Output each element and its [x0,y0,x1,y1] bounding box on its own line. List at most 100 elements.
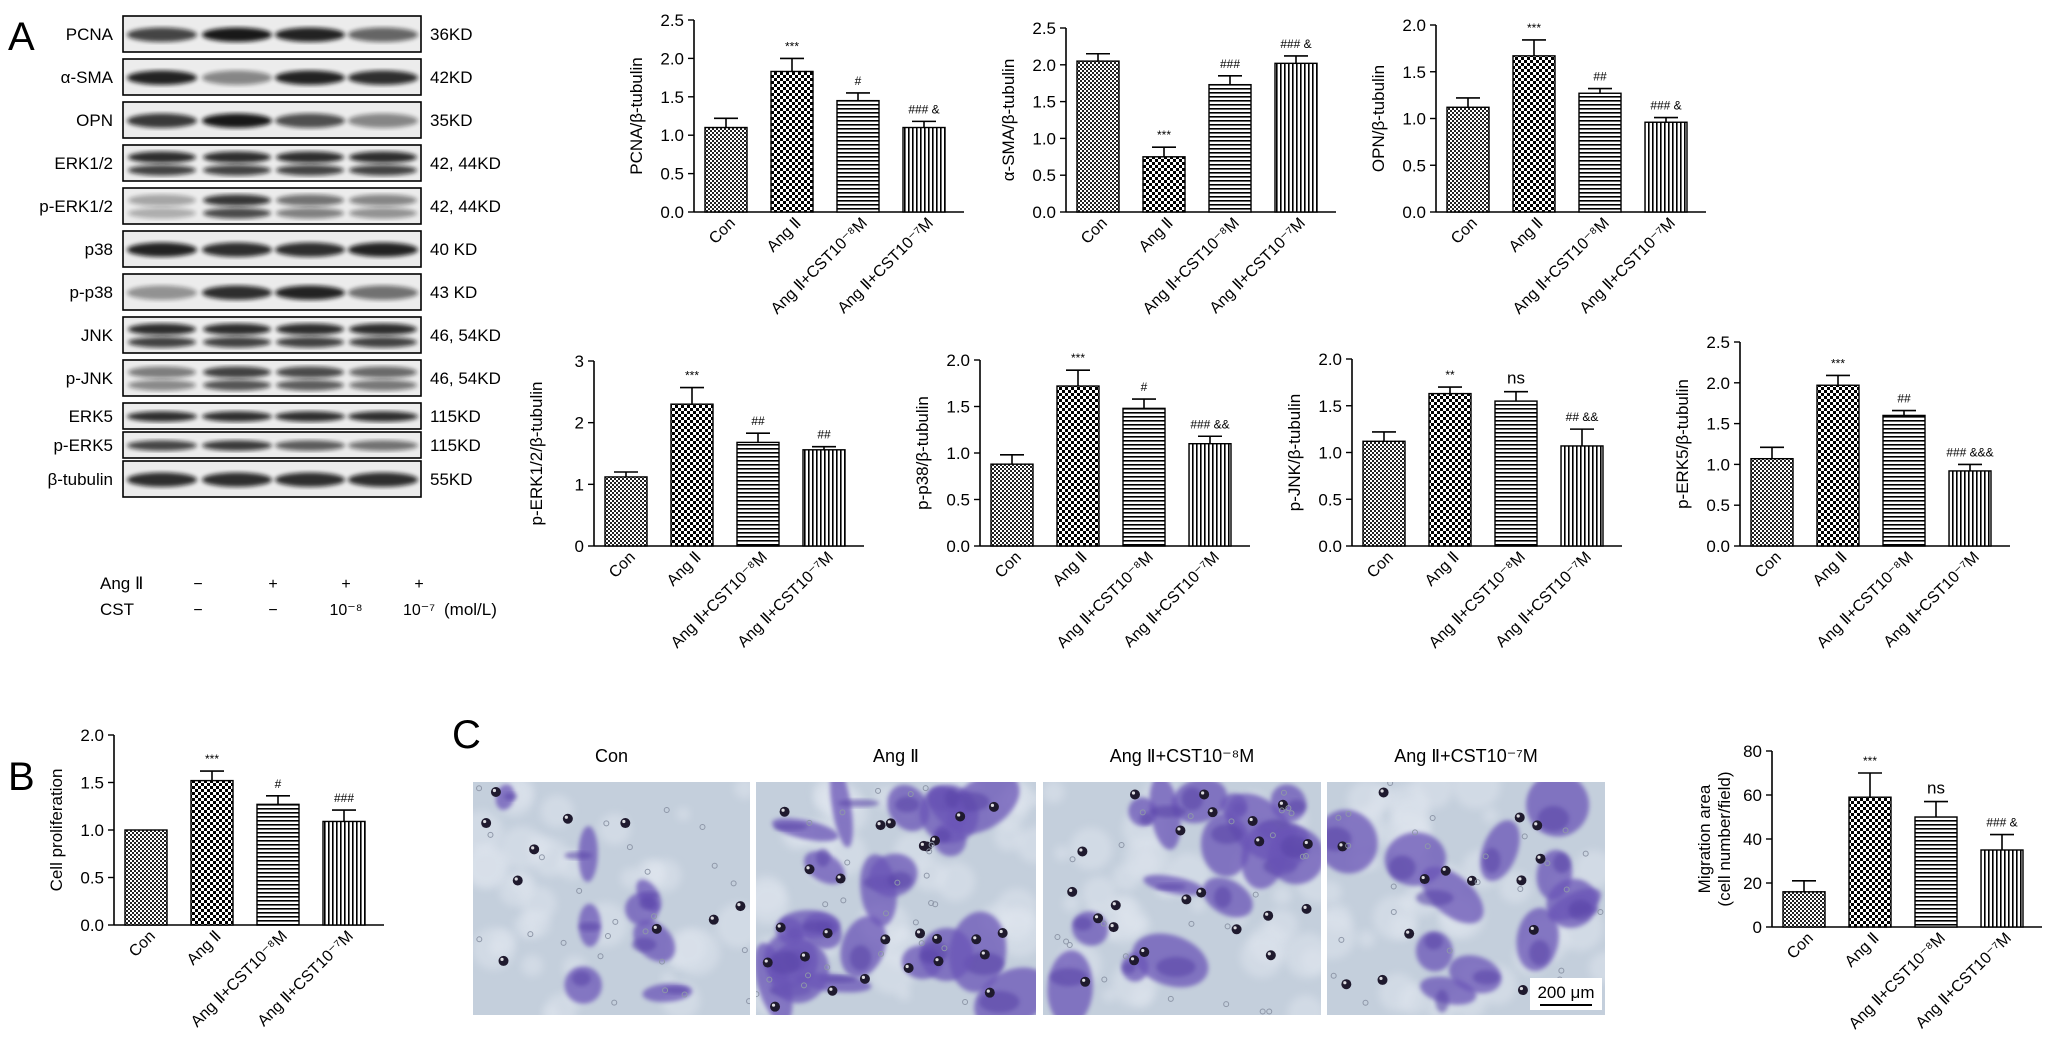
significance-label: ### && [1190,417,1229,431]
pore [1077,846,1088,857]
background-texture [1452,782,1501,809]
background-texture [1029,793,1036,806]
blot-protein-label: α-SMA [61,68,114,87]
blot-band [127,113,197,128]
empty-pore [1302,852,1309,859]
pore-highlight [1380,789,1384,793]
micrograph-image [756,782,1036,1015]
empty-pore [878,950,885,957]
pore-highlight [1082,978,1086,982]
background-texture [620,867,642,889]
blot-band [128,194,196,207]
stained-cell [1420,976,1477,1005]
treatment-value: + [268,576,277,593]
bar [1848,796,1892,928]
blot-protein-label: ERK5 [69,407,113,426]
empty-pore [932,901,939,908]
blot-strip [122,359,422,397]
pore [1175,825,1186,836]
blot-band [202,411,272,422]
stained-cell [1214,886,1232,908]
category-label: Con [1078,215,1111,248]
y-tick-label: 2.0 [1318,350,1342,369]
pore-highlight [653,925,657,929]
empty-pore [766,976,773,983]
empty-pore [1390,883,1397,890]
blot-band [276,151,344,164]
micrograph-image [473,782,750,1015]
blot-size-label: 42, 44KD [430,197,501,216]
empty-pore [612,918,619,925]
y-tick-label: 2.0 [1402,16,1426,35]
significance-label: ## [817,428,831,442]
significance-label: *** [1831,356,1845,370]
pore [1247,815,1258,826]
y-tick-label: 0.0 [946,537,970,556]
pore-highlight [1183,896,1187,900]
pore-highlight [1267,952,1271,956]
empty-pore [875,787,882,794]
significance-label: # [855,74,862,88]
category-label: Ang Ⅱ [1136,215,1177,256]
blot-band [203,336,271,348]
blot-size-label: 42KD [430,68,473,87]
pore-highlight [882,936,886,940]
background-texture [1499,871,1532,904]
empty-pore [476,936,483,943]
empty-pore [1582,850,1589,857]
stained-cell [564,851,593,860]
pore [997,928,1008,939]
treatment-name: Ang Ⅱ [100,574,143,593]
stained-cell [1388,855,1416,880]
pore [1378,787,1389,798]
empty-pore [756,991,760,998]
blot-band [128,323,196,335]
category-label: Con [1448,215,1481,248]
blot-band [348,285,418,300]
blot-row: p38 40 KD [85,230,477,268]
bar [802,449,846,547]
significance-label: # [1141,380,1148,394]
blot-band [202,242,272,257]
pore [1207,807,1218,818]
category-label: Con [606,549,639,582]
empty-pore [1066,942,1073,949]
pore [481,818,492,829]
y-tick-label: 2.0 [80,726,104,745]
blot-band [275,472,345,487]
pore-highlight [916,930,921,934]
empty-pore [527,931,534,938]
blot-band [203,323,271,335]
bar [1980,849,2024,928]
blot-row: p-ERK5 115KD [53,431,481,459]
significance-label: ns [1927,779,1945,798]
pore [932,933,943,944]
pore-highlight [801,953,806,957]
significance-label: ** [1445,368,1455,382]
background-texture [1124,835,1170,882]
blot-band [127,70,197,85]
blot-size-label: 42, 44KD [430,154,501,173]
bar [1816,384,1860,547]
empty-pore [1562,827,1569,834]
empty-pore [928,900,935,907]
significance-label: ### & [1650,99,1681,113]
y-axis-label: p-JNK/β-tubulin [1285,394,1304,512]
blot-band [349,164,417,176]
background-texture [473,846,507,887]
significance-label: *** [1157,128,1171,142]
pore [1129,955,1140,966]
blot-protein-label: β-tubulin [47,470,113,489]
y-axis-label: OPN/β-tubulin [1369,65,1388,172]
pore-highlight [1110,923,1114,928]
bar [1446,106,1490,213]
stained-cell [1435,989,1449,1013]
stained-cell [1420,866,1484,924]
empty-pore [1167,995,1174,1002]
pore-highlight [935,958,939,962]
pore-highlight [771,1003,776,1007]
empty-pore [711,862,718,869]
bar [1362,440,1406,547]
y-tick-label: 0.0 [80,916,104,935]
empty-pore [663,806,670,813]
